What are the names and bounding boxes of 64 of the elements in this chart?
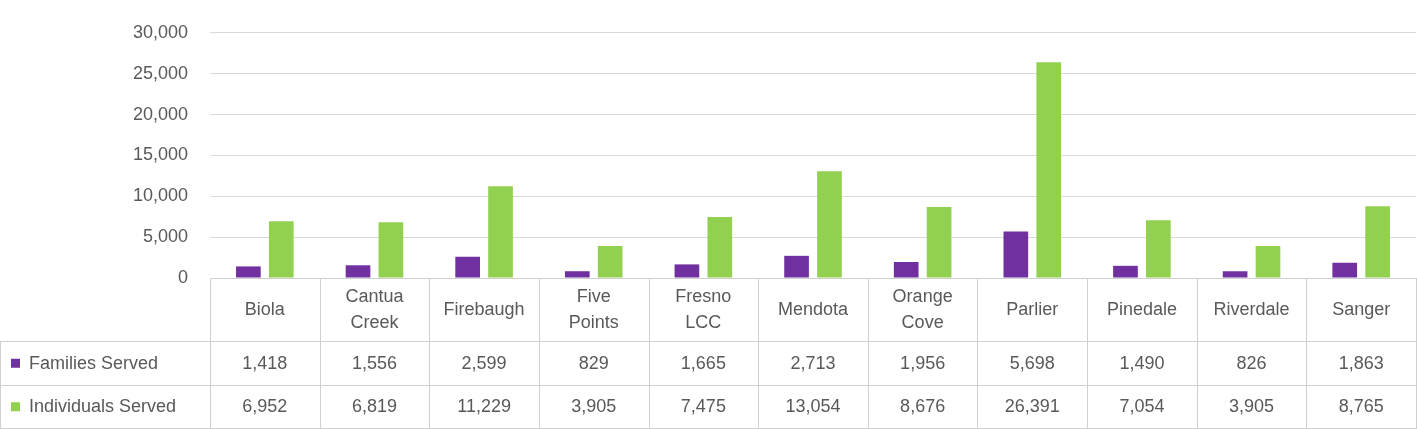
x-tick-label: Riverdale: [1213, 298, 1290, 319]
data-label: 26,391: [1004, 396, 1060, 417]
bar: [674, 264, 700, 278]
y-tick-label: 20,000: [132, 103, 188, 124]
data-label: 1,556: [351, 352, 397, 373]
bar: [1255, 246, 1281, 278]
data-label: 826: [1236, 352, 1267, 373]
data-label: 3,905: [1229, 396, 1275, 417]
x-tick-label: Orange Cove: [892, 285, 953, 332]
data-label: 1,863: [1338, 352, 1384, 373]
data-label: 5,698: [1009, 352, 1055, 373]
bar: [236, 266, 261, 278]
x-tick-label: Sanger: [1332, 298, 1391, 319]
y-tick-label: 0: [177, 266, 188, 287]
data-label: 8,676: [900, 396, 946, 417]
bar: [378, 222, 404, 278]
data-label: 1,956: [900, 352, 946, 373]
bar: [1365, 206, 1390, 278]
data-label: 8,765: [1338, 396, 1384, 417]
y-tick-label: 15,000: [132, 144, 188, 165]
bar: [1332, 262, 1358, 278]
bar: [564, 271, 590, 278]
y-tick-label: 25,000: [132, 62, 188, 83]
data-label: 1,490: [1119, 352, 1165, 373]
y-tick-label: 10,000: [132, 185, 188, 206]
x-tick-label: Fresno LCC: [675, 285, 732, 332]
x-tick-label: Mendota: [777, 298, 850, 319]
x-tick-label: Five Points: [568, 285, 619, 332]
data-label: 6,819: [351, 396, 397, 417]
bar: [455, 256, 480, 278]
bar: [1146, 220, 1171, 278]
x-tick-label: Firebaugh: [443, 298, 525, 319]
bar: [597, 246, 623, 278]
bar: [926, 207, 952, 278]
data-label: 2,599: [461, 352, 507, 373]
bar: [1036, 62, 1062, 278]
bar: [1113, 265, 1138, 278]
data-label: 6,952: [242, 396, 288, 417]
data-label: 7,475: [680, 396, 726, 417]
bar: [893, 262, 919, 278]
x-tick-label: Biola: [244, 298, 286, 319]
data-label: 2,713: [790, 352, 836, 373]
legend-label: Individuals Served: [29, 396, 177, 417]
y-tick-label: 30,000: [132, 21, 188, 42]
data-label: 1,418: [242, 352, 288, 373]
data-label: 7,054: [1119, 396, 1165, 417]
data-label: 11,229: [457, 396, 511, 417]
data-label: 829: [578, 352, 609, 373]
y-tick-label: 5,000: [142, 226, 188, 247]
data-label: 1,665: [680, 352, 726, 373]
bar: [1222, 271, 1248, 278]
bar: [488, 186, 513, 278]
data-label: 3,905: [571, 396, 617, 417]
bar: [345, 265, 371, 278]
bar: [817, 171, 842, 278]
x-tick-label: Parlier: [1006, 298, 1059, 319]
bar: [268, 221, 294, 278]
data-label: 13,054: [785, 396, 841, 417]
bar: [707, 216, 733, 278]
x-tick-label: Pinedale: [1106, 298, 1177, 319]
legend-label: Families Served: [29, 352, 159, 373]
bar: [784, 255, 809, 278]
x-tick-label: Cantua Creek: [345, 285, 405, 332]
bar: [1003, 231, 1029, 278]
